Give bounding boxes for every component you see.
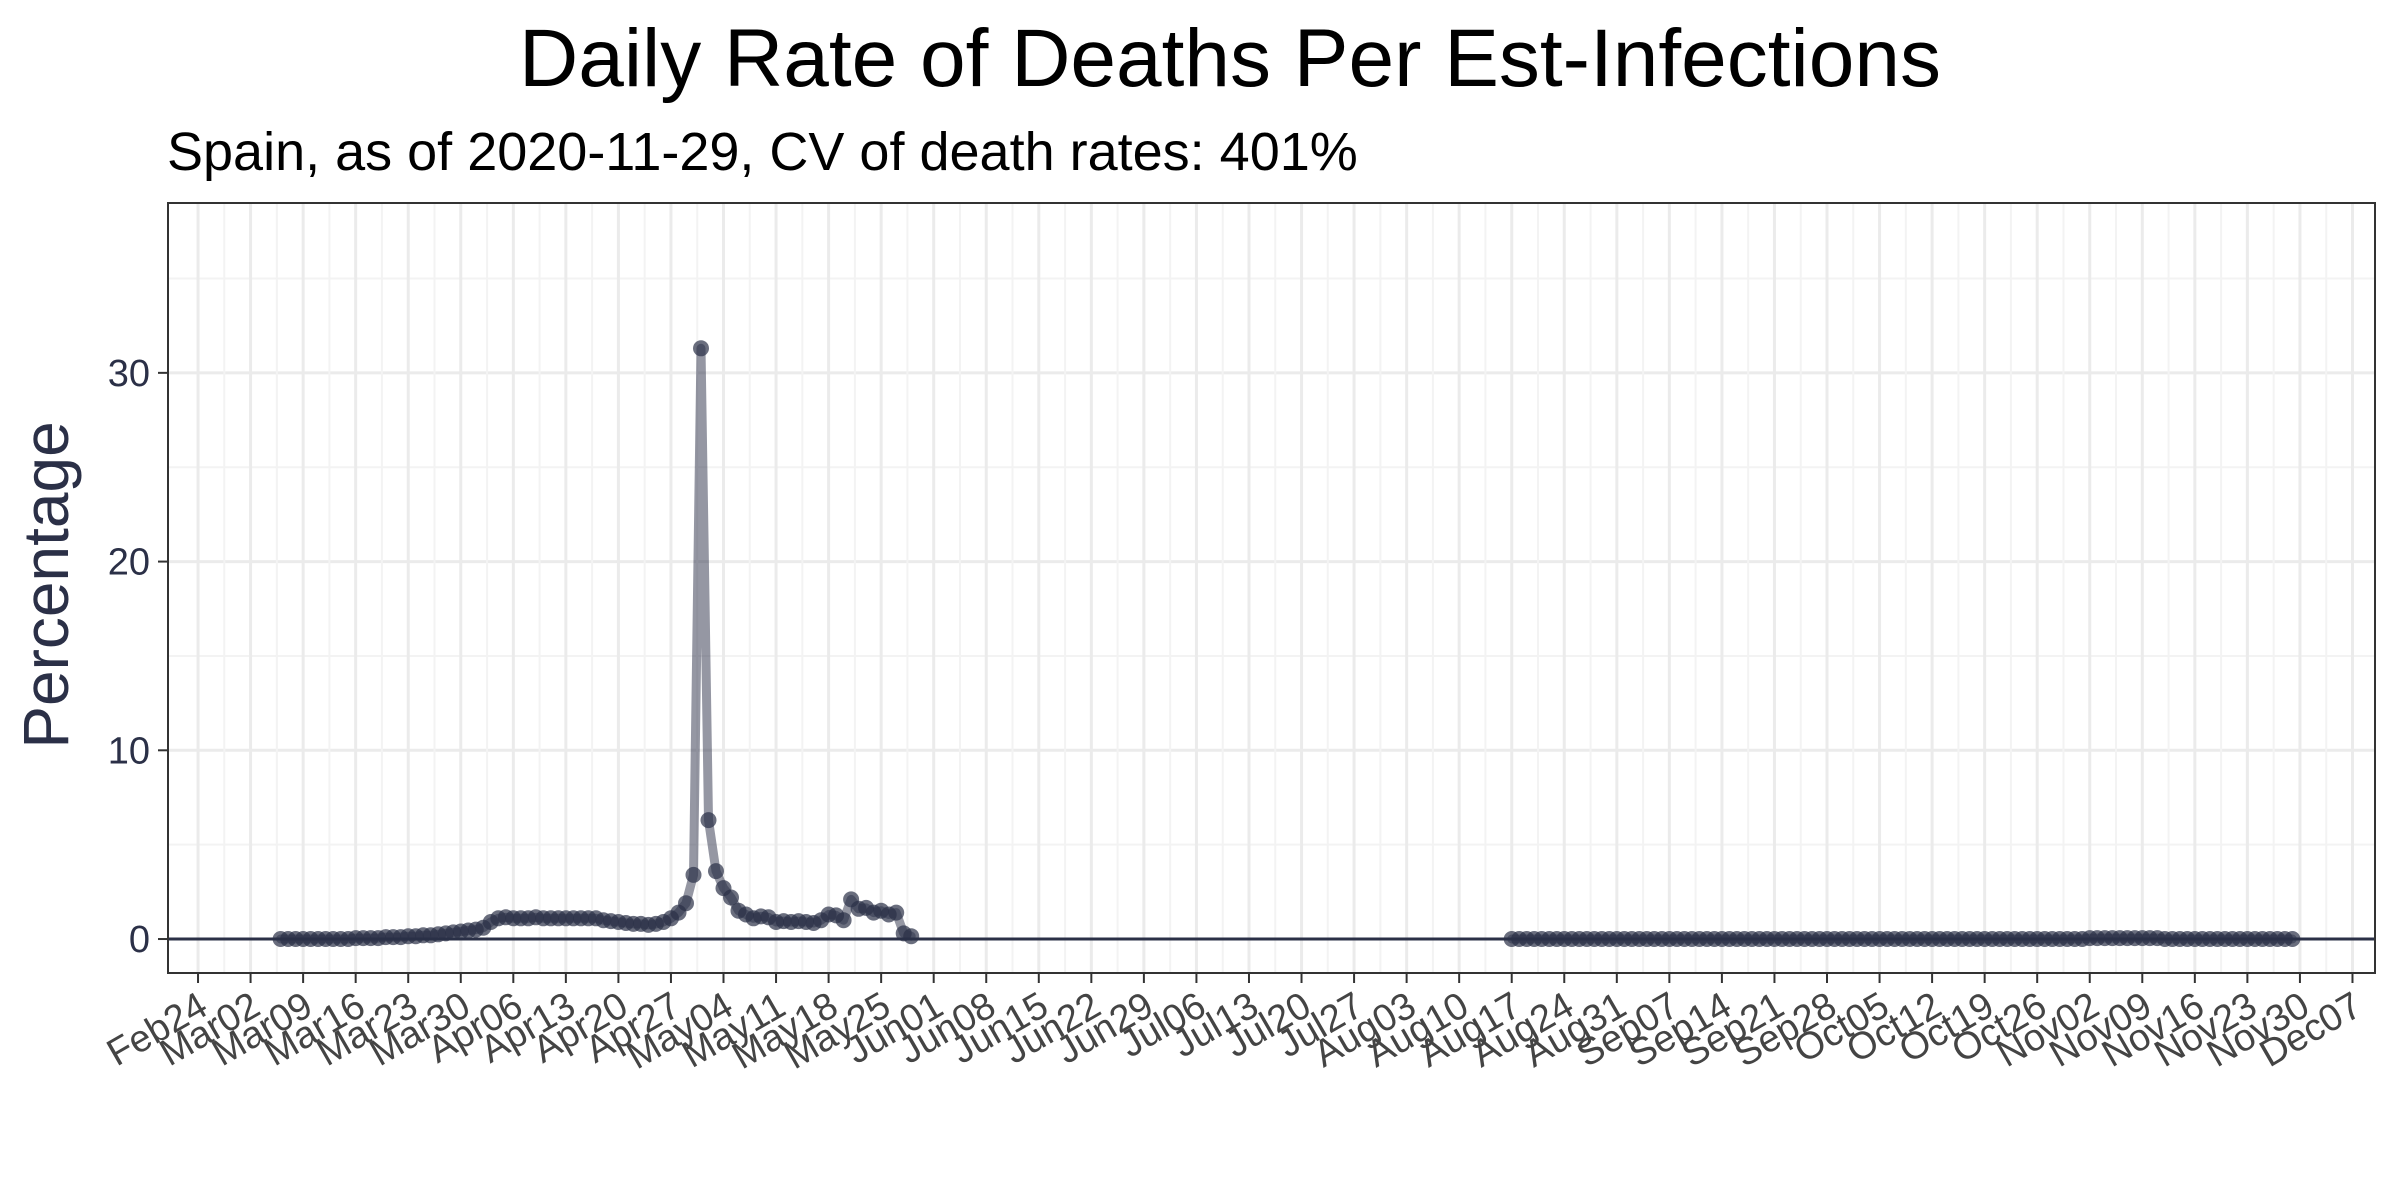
data-point [708, 863, 724, 880]
chart-title: Daily Rate of Deaths Per Est-Infections [519, 13, 1941, 104]
data-point [678, 895, 694, 912]
data-point [835, 912, 852, 929]
chart-subtitle: Spain, as of 2020-11-29, CV of death rat… [167, 122, 1358, 182]
y-axis-label: Percentage [10, 421, 82, 748]
plot-background [168, 203, 2375, 973]
data-point [903, 928, 920, 945]
data-point [888, 904, 905, 921]
points-group [272, 340, 2301, 947]
data-point [723, 889, 739, 906]
data-point [685, 866, 702, 883]
data-point [693, 340, 709, 357]
data-point [2284, 931, 2301, 947]
y-tick-label: 30 [108, 353, 150, 395]
y-tick-label: 10 [108, 730, 150, 772]
grid [168, 203, 2375, 973]
plot-panel-border [167, 202, 2376, 974]
data-point [700, 812, 717, 829]
y-tick-label: 0 [129, 919, 150, 961]
y-tick-label: 20 [108, 542, 150, 584]
